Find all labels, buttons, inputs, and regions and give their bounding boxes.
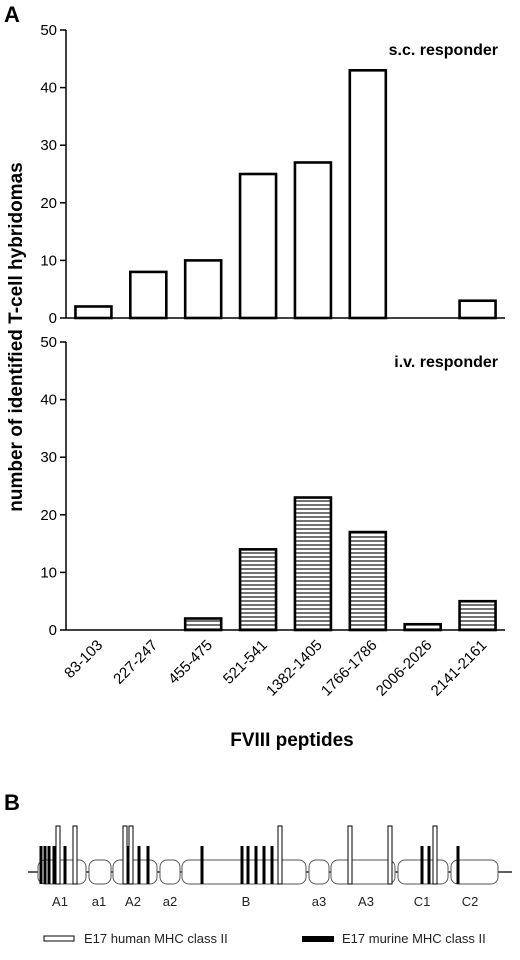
domain-label-A2: A2 bbox=[125, 894, 141, 909]
human-epitope-marker bbox=[432, 825, 438, 885]
panel-a-label: A bbox=[4, 2, 20, 27]
x-tick-label: 83-103 bbox=[61, 637, 106, 682]
murine-epitope-marker bbox=[200, 846, 204, 884]
x-axis-label: FVIII peptides bbox=[230, 730, 354, 751]
panel-title: i.v. responder bbox=[394, 354, 498, 371]
human-epitope-marker bbox=[277, 825, 283, 885]
y-tick-label: 0 bbox=[49, 310, 57, 327]
y-tick-label: 30 bbox=[40, 137, 57, 154]
human-epitope-marker bbox=[72, 825, 78, 885]
domain-box-A3 bbox=[330, 859, 396, 885]
y-tick-label: 0 bbox=[49, 622, 57, 639]
domain-box-a1 bbox=[88, 859, 112, 885]
legend-label-human: E17 human MHC class II bbox=[84, 931, 228, 946]
murine-epitope-marker bbox=[456, 846, 460, 884]
murine-epitope-marker bbox=[43, 846, 47, 884]
bar bbox=[293, 161, 333, 320]
y-tick-label: 10 bbox=[40, 252, 57, 269]
bar bbox=[74, 305, 113, 320]
murine-epitope-marker bbox=[47, 846, 51, 884]
bar bbox=[238, 548, 278, 632]
murine-epitope-marker bbox=[420, 846, 424, 884]
x-tick-label: 1766-1786 bbox=[318, 637, 381, 700]
domain-label-A3: A3 bbox=[358, 894, 374, 909]
murine-epitope-marker bbox=[246, 846, 250, 884]
chart-iv-responder: 0 10 20 30 40 50 i.v. responder 83-103 227-247 45… bbox=[40, 334, 505, 700]
murine-epitope-marker bbox=[146, 846, 150, 884]
x-tick-label: 227-247 bbox=[110, 637, 161, 688]
murine-epitope-marker bbox=[126, 846, 130, 884]
y-tick-label: 20 bbox=[40, 507, 57, 524]
bar bbox=[348, 530, 388, 632]
domain-label-a1: a1 bbox=[92, 894, 106, 909]
murine-epitope-marker bbox=[427, 846, 431, 884]
bar bbox=[403, 622, 442, 632]
murine-epitope-marker bbox=[137, 846, 141, 884]
bar bbox=[458, 299, 497, 320]
y-axis-label: number of identified T-cell hybridomas bbox=[6, 162, 27, 511]
domain-box-B bbox=[181, 859, 307, 885]
bar bbox=[183, 617, 223, 632]
domain-label-a3: a3 bbox=[312, 894, 326, 909]
murine-epitope-marker bbox=[52, 846, 56, 884]
chart-sc-responder: 0 10 20 30 40 50 s.c. responder bbox=[40, 22, 505, 327]
legend-label-murine: E17 murine MHC class II bbox=[342, 931, 486, 946]
human-epitope-marker bbox=[387, 825, 393, 885]
human-epitope-marker bbox=[122, 825, 128, 885]
bar bbox=[183, 259, 223, 320]
domain-label-a2: a2 bbox=[163, 894, 177, 909]
legend-swatch-murine bbox=[302, 936, 334, 942]
murine-epitope-marker bbox=[63, 846, 67, 884]
y-tick-label: 50 bbox=[40, 22, 57, 39]
x-tick-label: 521-541 bbox=[220, 637, 271, 688]
y-tick-label: 40 bbox=[40, 392, 57, 409]
human-epitope-marker bbox=[128, 825, 134, 885]
murine-epitope-marker bbox=[270, 846, 274, 884]
domain-box-C2 bbox=[450, 859, 499, 885]
bar bbox=[238, 172, 278, 320]
bar bbox=[129, 270, 168, 320]
panel-b-label: B bbox=[4, 790, 20, 815]
human-epitope-marker bbox=[55, 825, 61, 885]
bar bbox=[458, 599, 497, 632]
domain-label-C2: C2 bbox=[462, 894, 479, 909]
murine-epitope-marker bbox=[254, 846, 258, 884]
domain-box-A2 bbox=[112, 859, 158, 885]
domain-box-a2 bbox=[159, 859, 181, 885]
y-tick-label: 30 bbox=[40, 449, 57, 466]
murine-epitope-marker bbox=[262, 846, 266, 884]
bar bbox=[348, 69, 388, 320]
domain-label-B: B bbox=[242, 894, 251, 909]
x-tick-label: 2141-2161 bbox=[428, 637, 491, 700]
murine-epitope-marker bbox=[240, 846, 244, 884]
domain-label-A1: A1 bbox=[52, 894, 68, 909]
x-tick-label: 455-475 bbox=[165, 637, 216, 688]
domain-label-C1: C1 bbox=[414, 894, 431, 909]
y-tick-label: 40 bbox=[40, 80, 57, 97]
bar bbox=[293, 496, 333, 632]
murine-epitope-marker bbox=[39, 846, 43, 884]
legend-swatch-human bbox=[43, 935, 75, 942]
y-tick-label: 20 bbox=[40, 195, 57, 212]
domain-box-a3 bbox=[308, 859, 330, 885]
y-tick-label: 10 bbox=[40, 564, 57, 581]
x-tick-label: 1382-1405 bbox=[263, 637, 326, 700]
x-tick-label: 2006-2026 bbox=[373, 637, 436, 700]
panel-title: s.c. responder bbox=[389, 42, 498, 59]
human-epitope-marker bbox=[347, 825, 353, 885]
y-tick-label: 50 bbox=[40, 334, 57, 351]
